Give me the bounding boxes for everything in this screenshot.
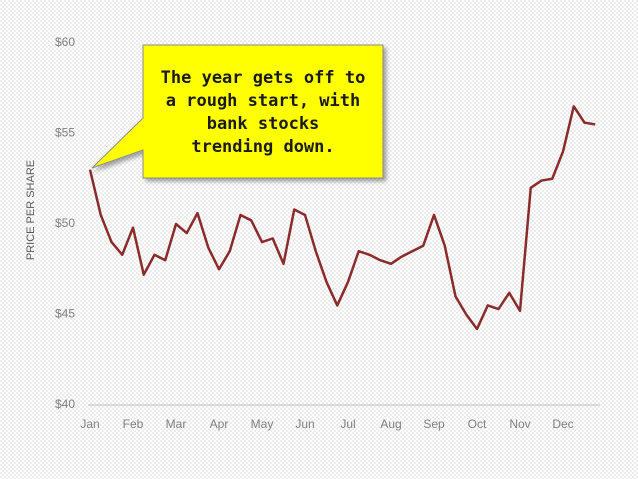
y-tick-label: $45: [55, 307, 75, 321]
plot: $40 $45 $50 $55 $60 Jan Feb Mar Apr May Jun Jul Aug S…: [55, 35, 596, 431]
x-tick-label: Dec: [552, 417, 573, 431]
x-tick-label: Feb: [123, 417, 144, 431]
x-tick-label: Jan: [80, 417, 99, 431]
callout: [91, 44, 384, 179]
y-tick-label: $50: [55, 216, 75, 230]
callout-box: [91, 44, 384, 179]
x-tick-label: Aug: [380, 417, 401, 431]
y-tick-label: $60: [55, 35, 75, 49]
x-tick-label: Sep: [423, 417, 445, 431]
x-tick-label: Jul: [340, 417, 355, 431]
annotation-line: a rough start, with: [166, 91, 360, 111]
x-tick-label: Mar: [166, 417, 187, 431]
x-tick-label: May: [251, 417, 274, 431]
annotation-line: bank stocks: [207, 114, 320, 134]
x-tick-label: Apr: [210, 417, 229, 431]
price-line: [88, 105, 596, 331]
x-tick-label: Oct: [468, 417, 487, 431]
annotation: The year gets off to a rough start, with b…: [161, 68, 366, 157]
annotation-line: The year gets off to: [161, 68, 366, 88]
annotation-line: trending down.: [191, 137, 334, 157]
x-tick-label: Jun: [295, 417, 314, 431]
y-tick-label: $55: [55, 126, 75, 140]
x-tick-label: Nov: [509, 417, 530, 431]
y-axis-label: PRICE PER SHARE: [25, 160, 37, 260]
y-tick-label: $40: [55, 397, 75, 411]
